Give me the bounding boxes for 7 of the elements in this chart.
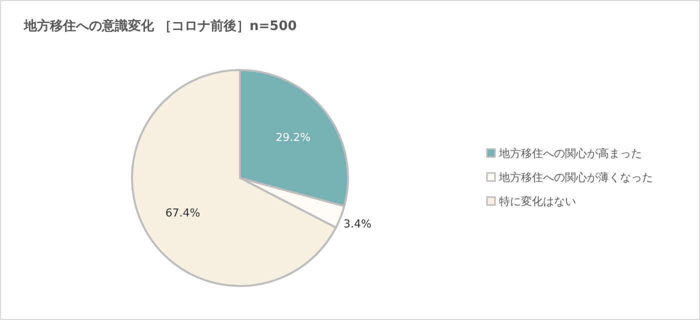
data-label: 29.2% — [276, 131, 311, 144]
legend-label: 地方移住への関心が薄くなった — [498, 170, 653, 184]
legend-label: 特に変化はない — [499, 194, 576, 208]
data-label: 67.4% — [165, 206, 200, 220]
chart-title: 地方移住への意識変化 ［コロナ前後］n=500 — [23, 18, 297, 34]
data-label: 3.4% — [343, 217, 372, 230]
legend-label: 地方移住への関心が高まった — [498, 146, 642, 160]
